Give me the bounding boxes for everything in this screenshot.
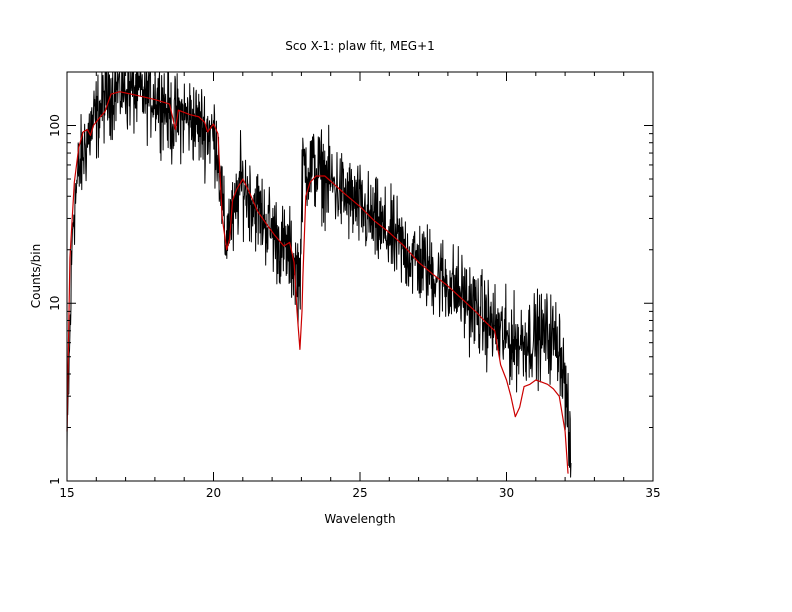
x-tick-label: 20 bbox=[206, 486, 221, 500]
model-series-line bbox=[66, 91, 569, 474]
x-tick-label: 30 bbox=[499, 486, 514, 500]
series-layer bbox=[66, 71, 572, 478]
data-series-line bbox=[66, 71, 572, 478]
plot-frame bbox=[66, 71, 654, 482]
x-tick-label: 25 bbox=[352, 486, 367, 500]
y-tick-label: 1 bbox=[48, 477, 62, 485]
y-tick-label: 10 bbox=[48, 296, 62, 311]
tick-layer: 15 20 25 30 35 1 10 100 bbox=[48, 71, 661, 500]
y-tick-label: 100 bbox=[48, 114, 62, 137]
x-axis-label: Wavelength bbox=[324, 512, 395, 526]
y-axis-label: Counts/bin bbox=[29, 244, 43, 309]
x-tick-label: 15 bbox=[59, 486, 74, 500]
x-tick-label: 35 bbox=[645, 486, 660, 500]
chart-title: Sco X-1: plaw fit, MEG+1 bbox=[285, 39, 435, 53]
